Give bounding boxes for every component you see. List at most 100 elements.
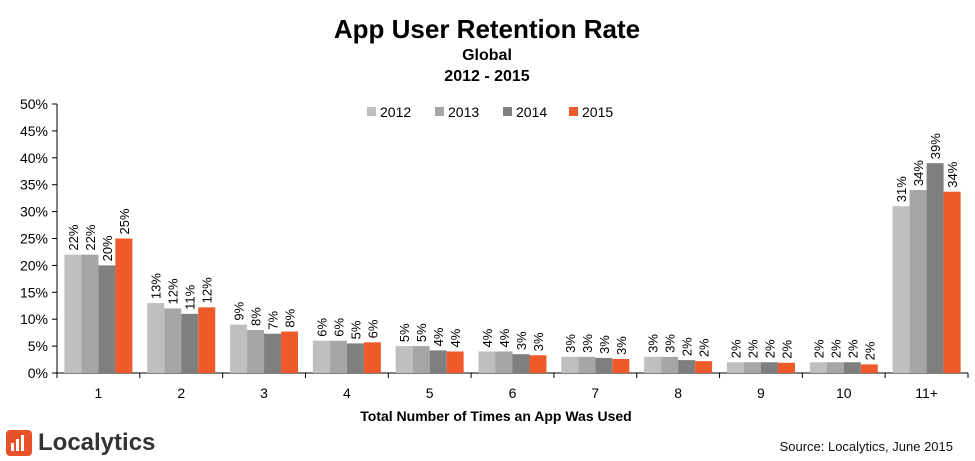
x-tick-label: 3 (260, 385, 268, 401)
x-tick-label: 9 (757, 385, 765, 401)
bar-value-label: 25% (117, 208, 132, 234)
bar-value-label: 2% (779, 340, 794, 359)
bar-value-label: 2% (697, 338, 712, 357)
bar (395, 346, 413, 373)
bar-value-label: 4% (448, 328, 463, 347)
bar-value-label: 4% (480, 328, 495, 347)
bar-value-labels: 22% 22% 20%25%13% 12% 11% 12%9% 8% 7% 8% 6% 6% 5% 6%… (66, 133, 960, 361)
localytics-logo: Localytics (6, 428, 155, 458)
legend-label: 2014 (516, 104, 547, 120)
bar (926, 163, 944, 373)
bar-value-label: 9% (232, 301, 247, 320)
legend-swatch (435, 107, 444, 116)
brand-name: Localytics (38, 429, 156, 456)
bar-value-label: 34% (945, 161, 960, 187)
bar (860, 364, 878, 373)
bar (281, 331, 299, 373)
legend-label: 2015 (582, 104, 613, 120)
bar (147, 303, 165, 373)
bar (578, 356, 596, 373)
y-tick-label: 10% (20, 311, 48, 327)
bar-value-label: 2% (845, 339, 860, 358)
bar-value-label: 34% (911, 160, 926, 186)
bar (843, 362, 861, 373)
bar (64, 254, 82, 373)
x-axis: 1 2 3 4 5 6 7 8 9 10 11+ (56, 372, 969, 401)
bar-value-label: 31% (894, 176, 909, 202)
bar (743, 362, 761, 373)
bar (561, 356, 579, 373)
bar (595, 357, 613, 373)
bar (164, 308, 182, 373)
bar-value-label: 3% (563, 334, 578, 353)
bar-value-label: 2% (811, 339, 826, 358)
y-tick-label: 50% (20, 96, 48, 112)
bar-value-label: 2% (862, 341, 877, 360)
bar-value-label: 3% (597, 335, 612, 354)
localytics-logo-icon (6, 430, 32, 456)
bar-value-label: 8% (283, 308, 298, 327)
bar-value-label: 6% (331, 317, 346, 336)
bar-value-label: 39% (928, 133, 943, 159)
x-axis-label: Total Number of Times an App Was Used (360, 408, 631, 424)
y-tick-label: 5% (28, 338, 48, 354)
y-tick-label: 15% (20, 284, 48, 300)
bar (478, 351, 496, 373)
bar (612, 359, 630, 373)
y-tick-label: 45% (20, 123, 48, 139)
y-tick-label: 40% (20, 150, 48, 166)
legend: 2012 2013 2014 2015 (367, 104, 613, 120)
bar (726, 362, 744, 373)
bar (346, 343, 364, 373)
bar (115, 238, 133, 373)
x-tick-label: 6 (509, 385, 517, 401)
bar (81, 254, 99, 373)
bar (495, 351, 513, 373)
x-tick-label: 5 (426, 385, 434, 401)
y-axis: 0% 5% 10% 15% 20% 25% 30% 35% 40% 45% 50% (20, 96, 58, 381)
bar-value-label: 6% (314, 317, 329, 336)
bar (512, 354, 530, 373)
bar-value-label: 3% (514, 331, 529, 350)
bar-value-label: 7% (266, 310, 281, 329)
bar (777, 362, 795, 373)
x-tick-label: 2 (177, 385, 185, 401)
bar (264, 333, 282, 373)
x-tick-label: 8 (674, 385, 682, 401)
bar (695, 361, 713, 373)
bar-value-label: 13% (149, 273, 164, 299)
bar (678, 360, 696, 373)
bar-value-label: 12% (200, 277, 215, 303)
bar-value-label: 2% (728, 339, 743, 358)
bar-value-label: 3% (531, 332, 546, 351)
bar-value-label: 12% (166, 278, 181, 304)
y-tick-label: 0% (28, 365, 48, 381)
bar (943, 191, 961, 373)
bar-value-label: 6% (365, 319, 380, 338)
bar (809, 362, 827, 373)
chart-subtitle-years: 2012 - 2015 (444, 68, 530, 85)
bar-value-label: 8% (249, 307, 264, 326)
legend-label: 2012 (380, 104, 411, 120)
bar (826, 362, 844, 373)
x-tick-label: 10 (836, 385, 852, 401)
bar (198, 307, 216, 373)
bar-value-label: 2% (680, 337, 695, 356)
bar (329, 340, 347, 373)
bar-value-label: 3% (663, 334, 678, 353)
legend-label: 2013 (448, 104, 479, 120)
bar-value-label: 3% (614, 336, 629, 355)
y-tick-label: 25% (20, 231, 48, 247)
legend-swatch (569, 107, 578, 116)
bar (760, 362, 778, 373)
bar-value-label: 5% (348, 320, 363, 339)
bar (412, 346, 430, 373)
bar (98, 265, 116, 373)
bar-value-label: 11% (183, 284, 198, 309)
bar (230, 324, 248, 373)
bar (529, 355, 547, 373)
source-note: Source: Localytics, June 2015 (779, 439, 953, 454)
x-tick-label: 4 (343, 385, 351, 401)
